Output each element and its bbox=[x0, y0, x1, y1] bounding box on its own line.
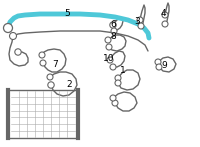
Circle shape bbox=[105, 37, 111, 43]
Circle shape bbox=[110, 22, 116, 28]
Text: 5: 5 bbox=[64, 9, 70, 17]
Circle shape bbox=[106, 44, 112, 50]
Text: 6: 6 bbox=[110, 20, 116, 29]
Circle shape bbox=[110, 95, 116, 101]
Text: 8: 8 bbox=[110, 31, 116, 41]
Circle shape bbox=[15, 49, 21, 55]
Circle shape bbox=[111, 28, 117, 34]
Circle shape bbox=[10, 32, 16, 40]
Text: 1: 1 bbox=[120, 66, 126, 75]
Circle shape bbox=[115, 75, 121, 81]
Text: 10: 10 bbox=[103, 54, 115, 62]
Circle shape bbox=[39, 52, 45, 58]
Circle shape bbox=[107, 57, 113, 63]
Circle shape bbox=[40, 60, 46, 66]
Bar bbox=[8, 90, 78, 138]
Circle shape bbox=[162, 12, 168, 18]
Circle shape bbox=[112, 100, 118, 106]
Circle shape bbox=[47, 74, 53, 80]
Circle shape bbox=[155, 59, 161, 65]
Circle shape bbox=[156, 64, 162, 70]
Circle shape bbox=[115, 80, 121, 86]
Text: 2: 2 bbox=[66, 80, 72, 88]
Text: 7: 7 bbox=[52, 60, 58, 69]
Circle shape bbox=[137, 17, 143, 23]
Text: 3: 3 bbox=[134, 16, 140, 25]
Circle shape bbox=[4, 24, 12, 32]
Text: 4: 4 bbox=[160, 9, 166, 17]
Circle shape bbox=[110, 64, 116, 70]
Circle shape bbox=[162, 21, 168, 27]
Circle shape bbox=[138, 23, 144, 29]
Text: 9: 9 bbox=[161, 61, 167, 70]
Circle shape bbox=[48, 82, 54, 88]
